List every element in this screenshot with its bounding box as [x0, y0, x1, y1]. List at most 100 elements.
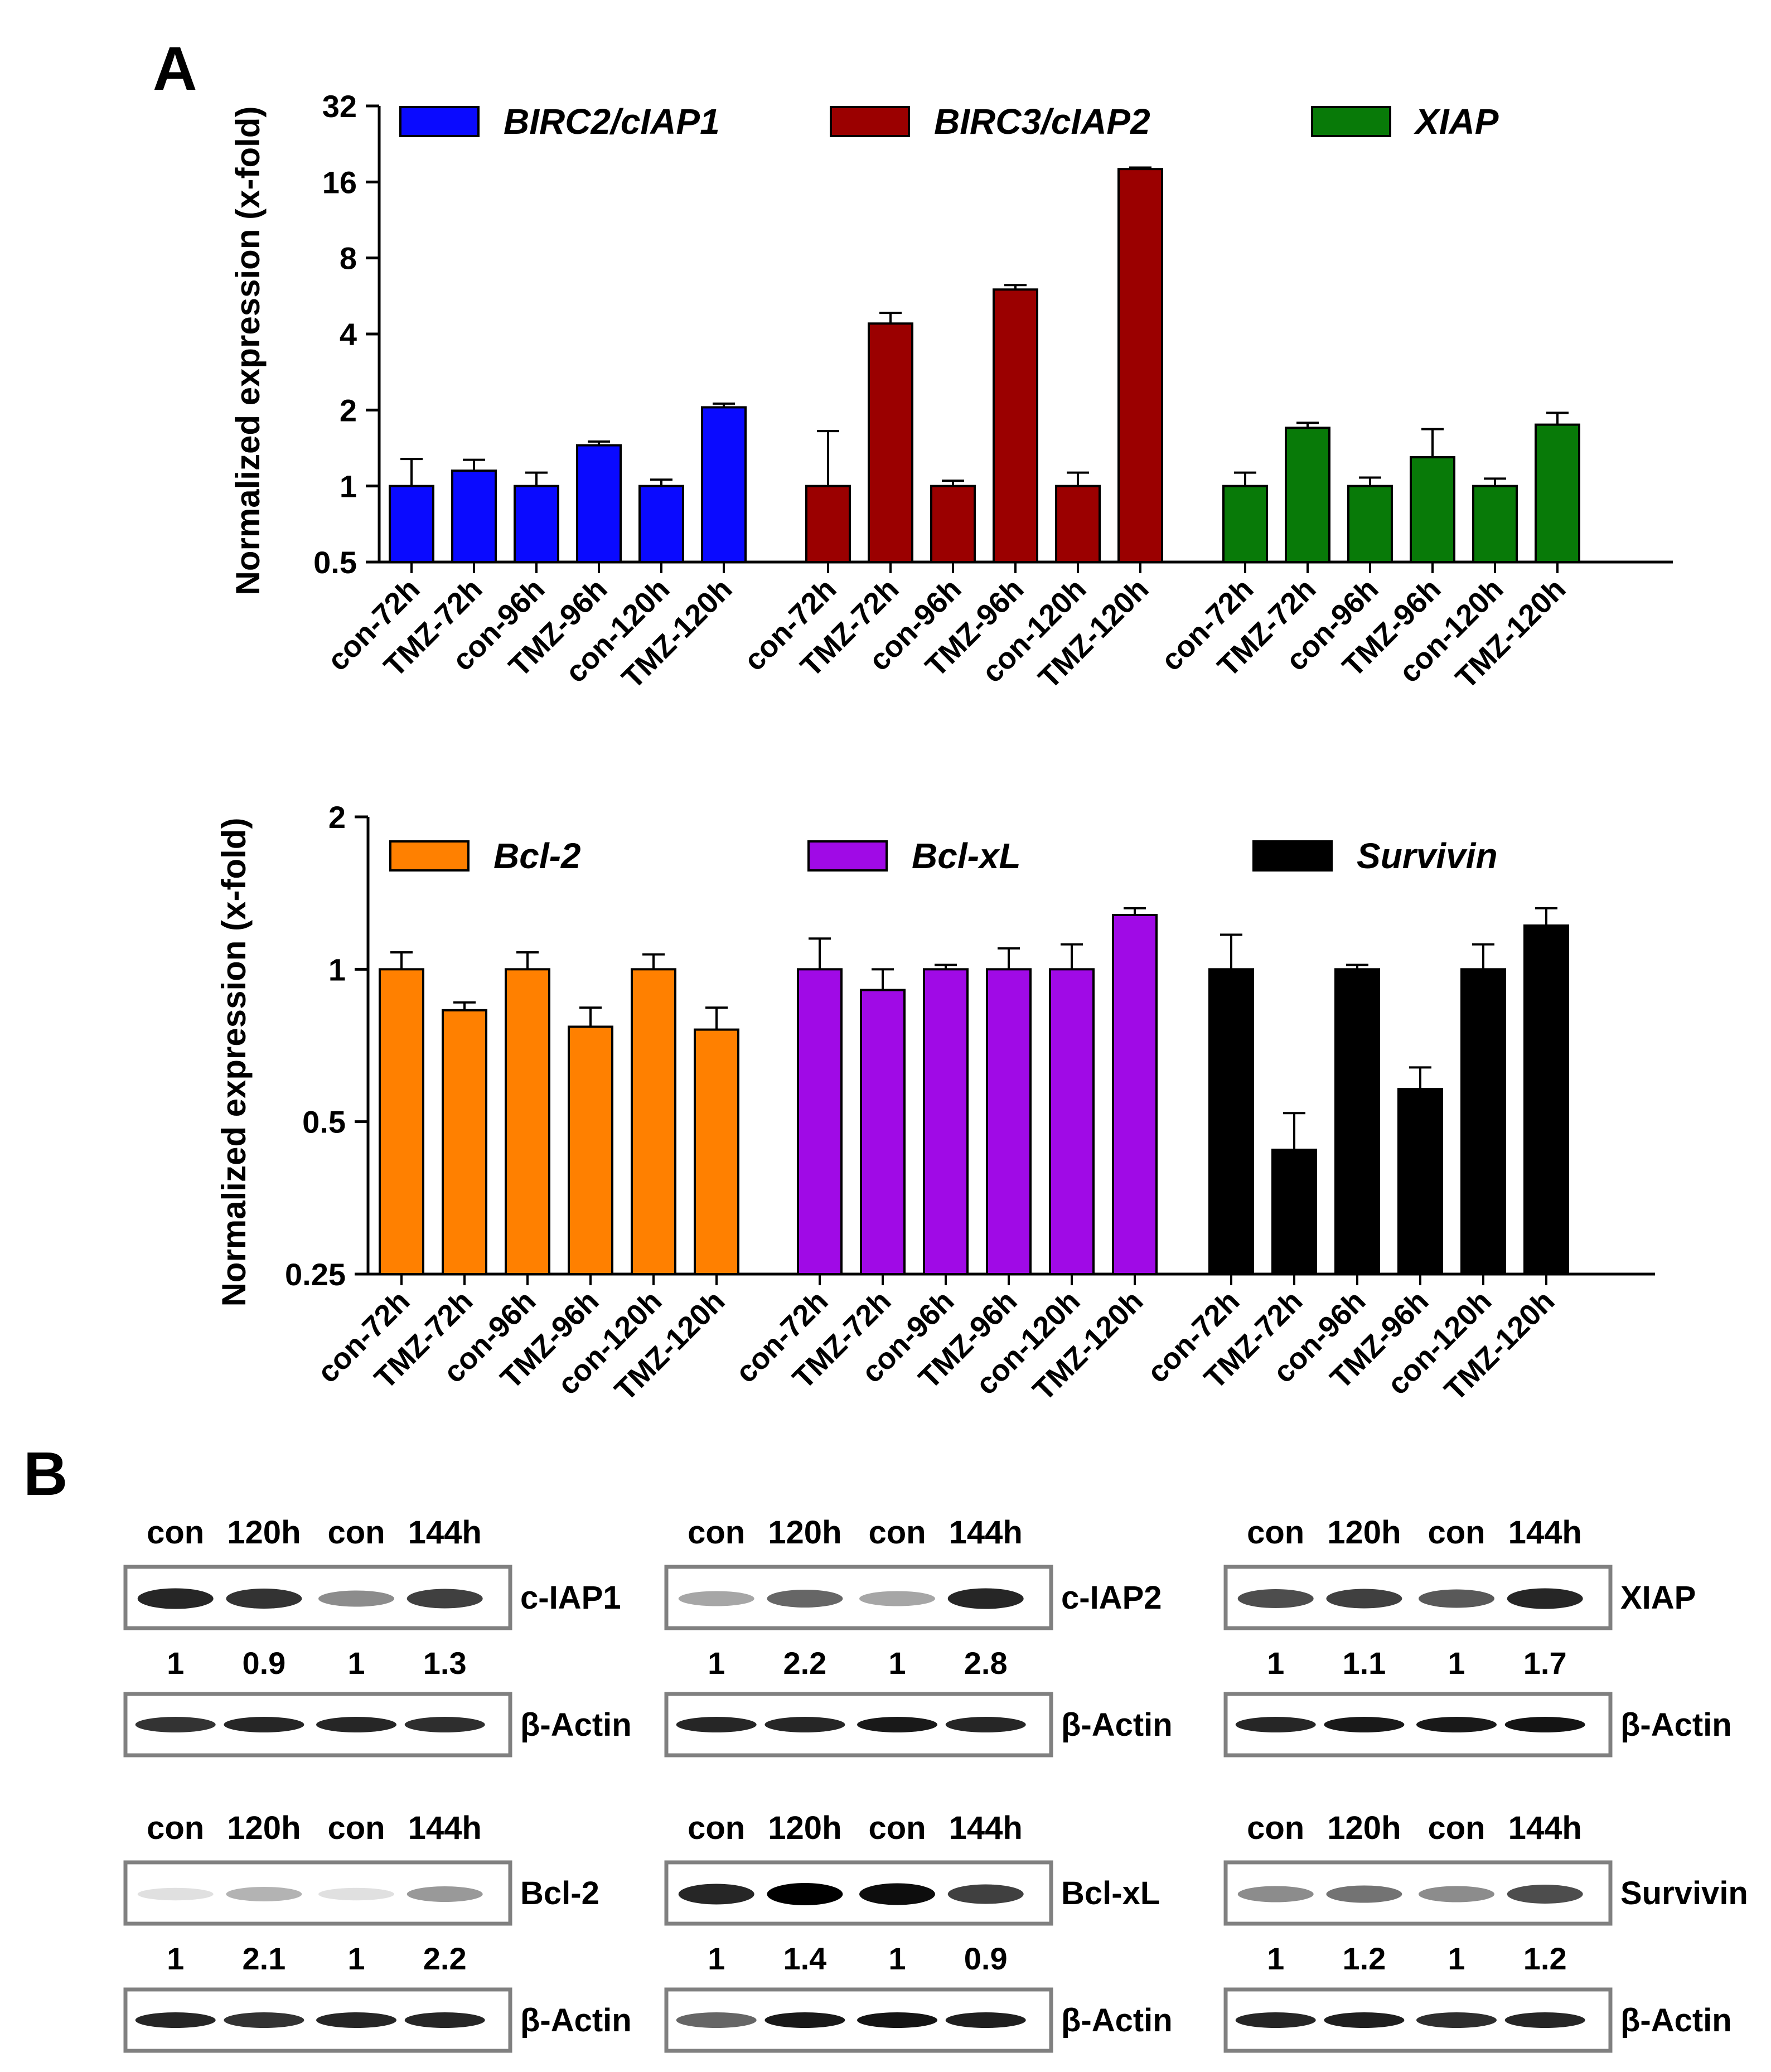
protein-label: Survivin — [1620, 1875, 1748, 1911]
lane-label: con — [1247, 1514, 1304, 1551]
bar — [1535, 423, 1580, 564]
y-tick-label: 0.25 — [285, 1257, 346, 1292]
y-tick-label: 16 — [322, 164, 357, 200]
actin-band — [676, 2012, 757, 2028]
lane-label: con — [327, 1514, 385, 1551]
bar — [1055, 485, 1101, 564]
quant-value: 1 — [708, 1645, 725, 1681]
quant-value: 1 — [1448, 1941, 1465, 1976]
quant-value: 1.3 — [423, 1645, 467, 1681]
protein-label: c-IAP2 — [1061, 1580, 1162, 1616]
bar — [576, 444, 622, 563]
actin-band — [135, 2012, 216, 2028]
actin-band — [676, 1717, 757, 1732]
actin-band — [857, 1717, 937, 1732]
bar — [805, 485, 851, 564]
actin-band — [316, 2012, 396, 2028]
protein-band — [226, 1887, 302, 1901]
actin-band — [945, 1717, 1026, 1732]
bar — [568, 1025, 613, 1275]
protein-band — [1237, 1886, 1314, 1902]
protein-band — [137, 1588, 214, 1609]
legend-swatch — [1252, 840, 1333, 872]
lane-label: con — [688, 1514, 745, 1551]
actin-band — [316, 1717, 396, 1732]
lane-label: con — [688, 1810, 745, 1846]
protein-band — [226, 1589, 302, 1609]
series-bcl-xl: con-72hTMZ-72hcon-96hTMZ-96hcon-120hTMZ-… — [729, 907, 1158, 1407]
quant-value: 1 — [888, 1645, 906, 1681]
chart-1: 0.5 1 2 4 8 16 32 Normalized expression (x-fold… — [229, 89, 1673, 695]
lane-label: con — [147, 1810, 204, 1846]
loading-label: β-Actin — [1061, 2002, 1173, 2039]
legend-label: BIRC3/cIAP2 — [934, 101, 1150, 142]
lane-label: 144h — [949, 1514, 1023, 1551]
blot-xiap: con 120h con 144h XIAP 1 1.1 1 1.7 β-Actin — [1223, 1514, 1732, 1758]
blot-c-iap2: con 120h con 144h c-IAP2 1 2.2 1 2.8 β-Actin — [664, 1514, 1173, 1758]
bar — [993, 288, 1038, 563]
quant-value: 1 — [1267, 1645, 1284, 1681]
lane-label: 120h — [768, 1514, 841, 1551]
protein-band — [407, 1589, 483, 1609]
actin-band — [1416, 2012, 1497, 2028]
actin-band — [1235, 1717, 1316, 1732]
bar — [1410, 456, 1455, 564]
protein-band — [947, 1884, 1024, 1904]
protein-band — [137, 1887, 214, 1901]
actin-band — [857, 2012, 937, 2028]
y-axis-label: Normalized expression (x-fold) — [229, 106, 267, 596]
bar — [1523, 924, 1569, 1276]
legend-swatch — [830, 106, 910, 137]
protein-band — [767, 1590, 843, 1608]
quant-value: 1 — [347, 1941, 365, 1976]
lane-label: 144h — [408, 1810, 482, 1846]
quant-value: 0.9 — [964, 1941, 1008, 1976]
quant-value: 1.4 — [783, 1941, 826, 1976]
legend-label: Survivin — [1357, 836, 1498, 876]
loading-label: β-Actin — [520, 1707, 632, 1743]
y-tick-label: 4 — [340, 317, 357, 352]
actin-band — [764, 1717, 845, 1732]
protein-band — [859, 1591, 935, 1606]
quant-value: 1 — [888, 1941, 906, 1976]
series-birc2-ciap1: con-72hTMZ-72hcon-96hTMZ-96hcon-120hTMZ-… — [321, 402, 747, 695]
protein-band — [1419, 1886, 1494, 1902]
protein-band — [859, 1883, 935, 1905]
actin-band — [404, 1717, 485, 1732]
y-tick-label: 2 — [328, 800, 346, 835]
blot-c-iap1: con 120h con 144h c-IAP1 1 0.9 1 1.3 β-Actin — [123, 1514, 632, 1758]
bar — [860, 989, 906, 1275]
quant-value: 1.2 — [1523, 1941, 1567, 1976]
quant-value: 0.9 — [242, 1645, 286, 1681]
bar — [1397, 1088, 1443, 1275]
actin-band — [1416, 1717, 1497, 1732]
quant-value: 1.1 — [1342, 1645, 1386, 1681]
loading-label: β-Actin — [1061, 1707, 1173, 1743]
lane-label: 144h — [1508, 1810, 1582, 1846]
bar — [1208, 968, 1254, 1276]
bar — [505, 968, 550, 1276]
bar — [1460, 968, 1506, 1276]
bar — [1222, 485, 1268, 564]
bar — [930, 485, 976, 564]
lane-label: con — [327, 1810, 385, 1846]
series-bcl-2: con-72hTMZ-72hcon-96hTMZ-96hcon-120hTMZ-… — [311, 951, 739, 1407]
bar — [1472, 485, 1518, 564]
series-xiap: con-72hTMZ-72hcon-96hTMZ-96hcon-120hTMZ-… — [1155, 412, 1580, 695]
bar — [631, 968, 676, 1276]
protein-band — [318, 1590, 394, 1607]
y-tick-label: 1 — [328, 952, 346, 987]
bar — [1285, 427, 1330, 563]
y-axis-label: Normalized expression (x-fold) — [215, 818, 253, 1307]
panel-label-a: A — [153, 35, 197, 103]
loading-label: β-Actin — [1620, 1707, 1732, 1743]
protein-label: Bcl-xL — [1061, 1875, 1160, 1911]
actin-band — [945, 2012, 1026, 2028]
bar — [694, 1028, 739, 1275]
quant-value: 1.7 — [1523, 1645, 1567, 1681]
lane-label: 120h — [1327, 1810, 1401, 1846]
lane-label: 120h — [1327, 1514, 1401, 1551]
bar — [451, 469, 497, 563]
actin-band — [1324, 1717, 1405, 1732]
y-tick-label: 0.5 — [313, 545, 357, 580]
